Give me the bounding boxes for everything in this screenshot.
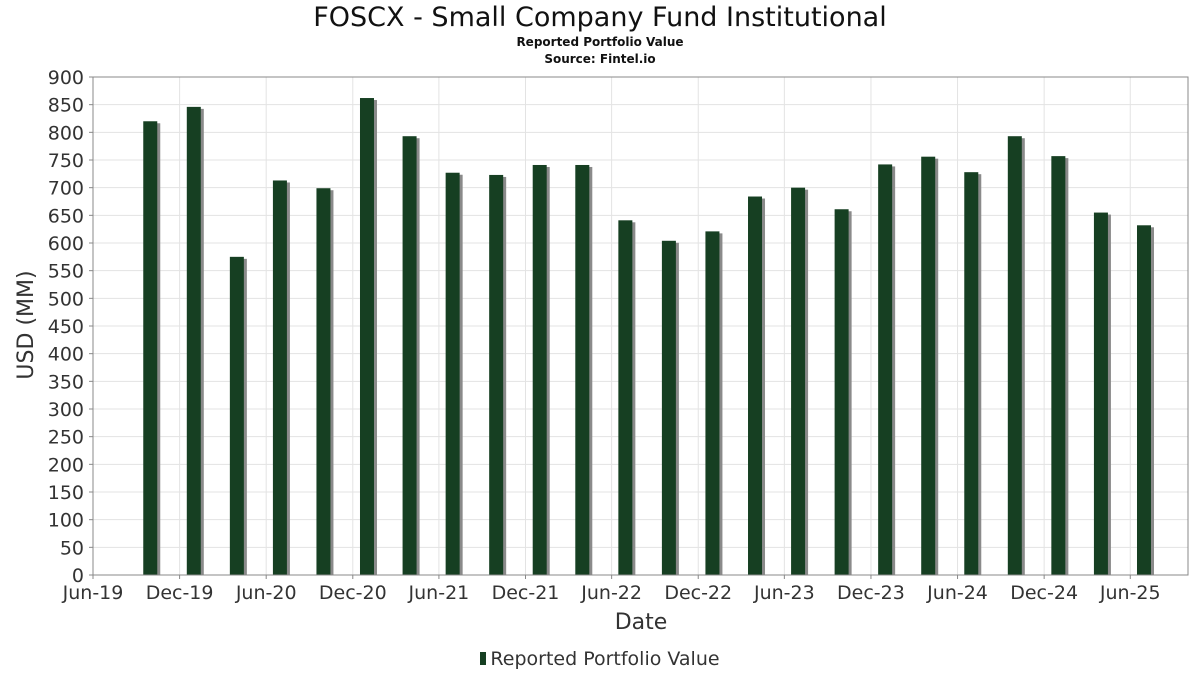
y-tick-label: 900 bbox=[48, 67, 84, 89]
legend-swatch bbox=[480, 652, 487, 665]
legend-label: Reported Portfolio Value bbox=[490, 648, 720, 670]
bar bbox=[964, 172, 979, 575]
y-tick-label: 50 bbox=[60, 537, 84, 559]
y-axis: 0 50 100 150 200 250 300 350 400 450 500 550 600 650 7… bbox=[48, 67, 93, 587]
bar bbox=[359, 98, 374, 575]
bar bbox=[748, 196, 763, 575]
x-tick-label: Jun-24 bbox=[926, 582, 988, 604]
bar bbox=[1093, 212, 1108, 576]
x-tick-label: Jun-25 bbox=[1099, 582, 1161, 604]
bar bbox=[878, 164, 893, 575]
y-tick-label: 350 bbox=[48, 371, 84, 393]
bar bbox=[272, 180, 287, 575]
bar bbox=[229, 256, 244, 575]
bar bbox=[1051, 156, 1066, 576]
bar bbox=[532, 164, 547, 576]
y-tick-label: 500 bbox=[48, 288, 84, 310]
y-tick-label: 300 bbox=[48, 399, 84, 421]
x-tick-label: Dec-22 bbox=[664, 582, 732, 604]
bar bbox=[402, 136, 417, 575]
x-tick-label: Jun-21 bbox=[408, 582, 470, 604]
y-tick-label: 250 bbox=[48, 427, 84, 449]
chart-source: Source: Fintel.io bbox=[544, 52, 656, 66]
bar bbox=[1136, 225, 1151, 575]
y-tick-label: 400 bbox=[48, 344, 84, 366]
x-tick-label: Jun-22 bbox=[580, 582, 642, 604]
bar bbox=[661, 240, 676, 575]
y-tick-label: 650 bbox=[48, 205, 84, 227]
y-axis-label: USD (MM) bbox=[14, 270, 39, 379]
bar bbox=[618, 220, 633, 575]
x-tick-label: Dec-24 bbox=[1010, 582, 1078, 604]
x-axis: Jun-19 Dec-19 Jun-20 Dec-20 Jun-21 Dec-21 Jun-… bbox=[62, 575, 1161, 604]
bar bbox=[1007, 136, 1022, 575]
x-tick-label: Dec-23 bbox=[837, 582, 905, 604]
x-tick-label: Dec-21 bbox=[492, 582, 560, 604]
x-axis-label: Date bbox=[615, 610, 668, 635]
x-tick-label: Dec-19 bbox=[146, 582, 214, 604]
legend: Reported Portfolio Value bbox=[0, 647, 1200, 671]
y-tick-label: 150 bbox=[48, 482, 84, 504]
y-tick-label: 850 bbox=[48, 95, 84, 117]
x-tick-label: Dec-20 bbox=[319, 582, 387, 604]
y-tick-label: 600 bbox=[48, 233, 84, 255]
chart-title: FOSCX - Small Company Fund Institutional bbox=[313, 2, 887, 33]
x-tick-label: Jun-20 bbox=[235, 582, 297, 604]
bar bbox=[705, 231, 720, 575]
bar bbox=[445, 172, 460, 575]
bar bbox=[791, 187, 806, 575]
bar bbox=[575, 164, 590, 576]
bar bbox=[143, 121, 158, 576]
bar bbox=[316, 188, 331, 575]
y-tick-label: 200 bbox=[48, 454, 84, 476]
x-tick-label: Jun-19 bbox=[62, 582, 124, 604]
bar bbox=[489, 174, 504, 575]
bar bbox=[186, 106, 201, 575]
y-tick-label: 450 bbox=[48, 316, 84, 338]
chart-subtitle: Reported Portfolio Value bbox=[516, 35, 684, 49]
bars bbox=[143, 98, 1154, 576]
y-tick-label: 0 bbox=[72, 565, 84, 587]
y-tick-label: 800 bbox=[48, 122, 84, 144]
bar bbox=[834, 209, 849, 575]
x-tick-label: Jun-23 bbox=[753, 582, 815, 604]
y-tick-label: 750 bbox=[48, 150, 84, 172]
y-tick-label: 550 bbox=[48, 261, 84, 283]
y-tick-label: 100 bbox=[48, 510, 84, 532]
y-tick-label: 700 bbox=[48, 178, 84, 200]
bar bbox=[921, 156, 936, 575]
